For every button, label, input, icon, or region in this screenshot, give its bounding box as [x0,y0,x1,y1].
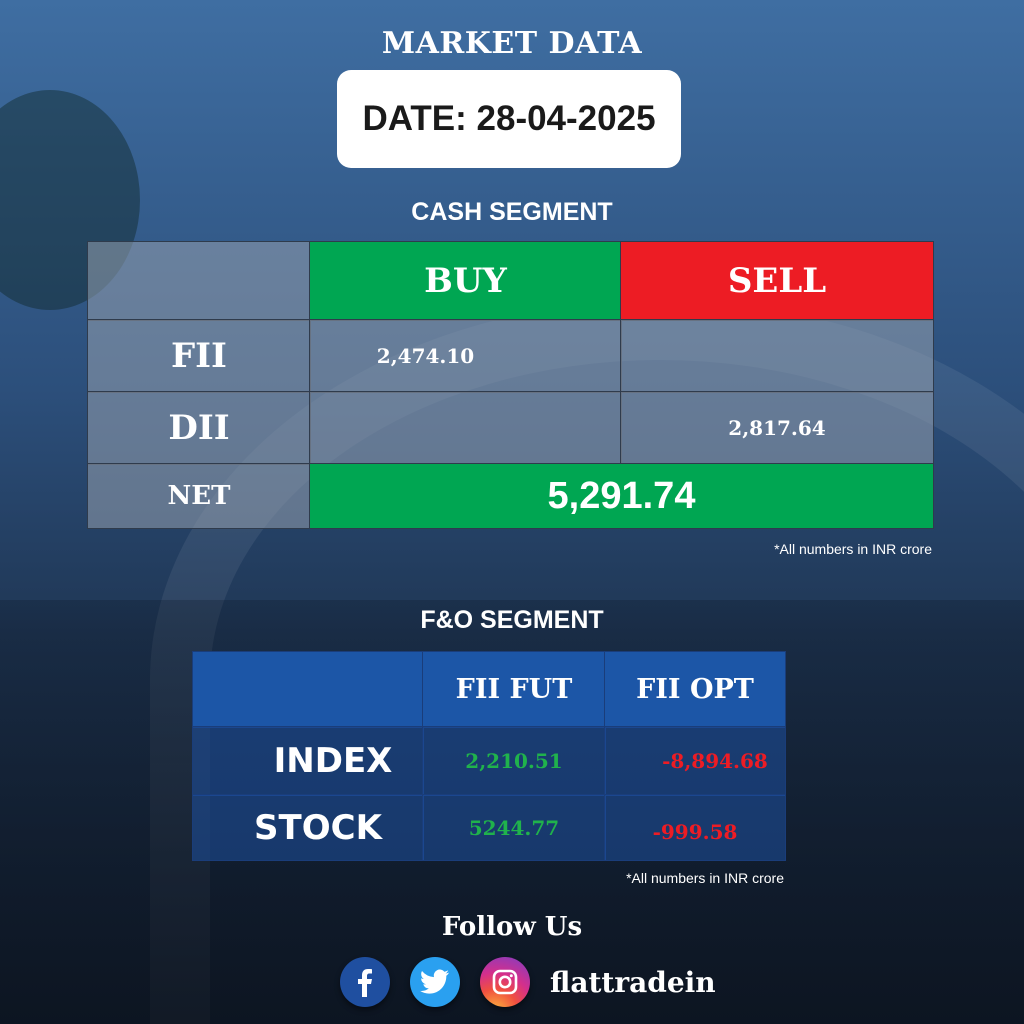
buy-header-label: BUY [424,261,507,301]
cash-segment-title: CASH SEGMENT [411,198,613,226]
sell-header: SELL [620,241,934,321]
net-value: 5,291.74 [547,474,696,517]
fno-corner-cell [192,651,424,728]
page-title: MARKET DATA [381,26,643,61]
fii-sell-cell [620,319,934,393]
net-value-cell: 5,291.74 [309,463,934,529]
fii-buy-value: 2,474.10 [376,344,475,368]
dii-sell-value: 2,817.64 [728,416,826,440]
stock-fut-value: 5244.77 [468,815,560,840]
net-label: NET [167,481,231,511]
fii-opt-header: FII OPT [604,651,786,728]
stock-opt-cell: -999.58 [604,794,786,861]
fno-segment-title: F&O SEGMENT [420,606,604,634]
twitter-icon[interactable] [410,957,460,1007]
facebook-icon[interactable] [340,957,390,1007]
stock-label: STOCK [254,807,382,848]
stock-opt-value: -999.58 [652,819,738,844]
index-label: INDEX [273,741,393,781]
corner-cell [87,241,311,321]
date-text: DATE: 28-04-2025 [362,99,656,138]
index-opt-cell: -8,894.68 [604,726,786,796]
date-badge: DATE: 28-04-2025 [337,70,681,168]
fno-segment-table: FII FUT FII OPT INDEX 2,210.51 -8,894.68… [192,651,786,861]
fii-buy-cell: 2,474.10 [309,319,622,393]
dii-sell-cell: 2,817.64 [620,391,934,465]
dii-row-label-cell: DII [87,391,311,465]
fii-fut-header: FII FUT [422,651,606,728]
social-links: flattradein [340,956,716,1008]
cash-footnote: *All numbers in INR crore [774,541,932,557]
dii-buy-cell [309,391,622,465]
index-fut-cell: 2,210.51 [422,726,606,796]
fno-footnote: *All numbers in INR crore [626,870,784,886]
dii-label: DII [168,408,230,448]
fii-opt-label: FII OPT [636,674,754,705]
cash-segment-table: BUY SELL FII 2,474.10 DII 2,817.64 NET [87,241,934,529]
fii-row-label-cell: FII [87,319,311,393]
buy-header: BUY [309,241,622,321]
stock-fut-cell: 5244.77 [422,794,606,861]
index-opt-value: -8,894.68 [662,749,768,773]
follow-us-label: Follow Us [441,912,583,942]
index-label-cell: INDEX [192,726,424,796]
net-row-label-cell: NET [87,463,311,529]
sell-header-label: SELL [727,261,827,301]
stock-label-cell: STOCK [192,794,424,861]
social-handle[interactable]: flattradein [550,965,716,999]
fii-fut-label: FII FUT [455,674,573,705]
fii-label: FII [171,336,227,376]
index-fut-value: 2,210.51 [465,749,563,773]
instagram-icon[interactable] [480,957,530,1007]
